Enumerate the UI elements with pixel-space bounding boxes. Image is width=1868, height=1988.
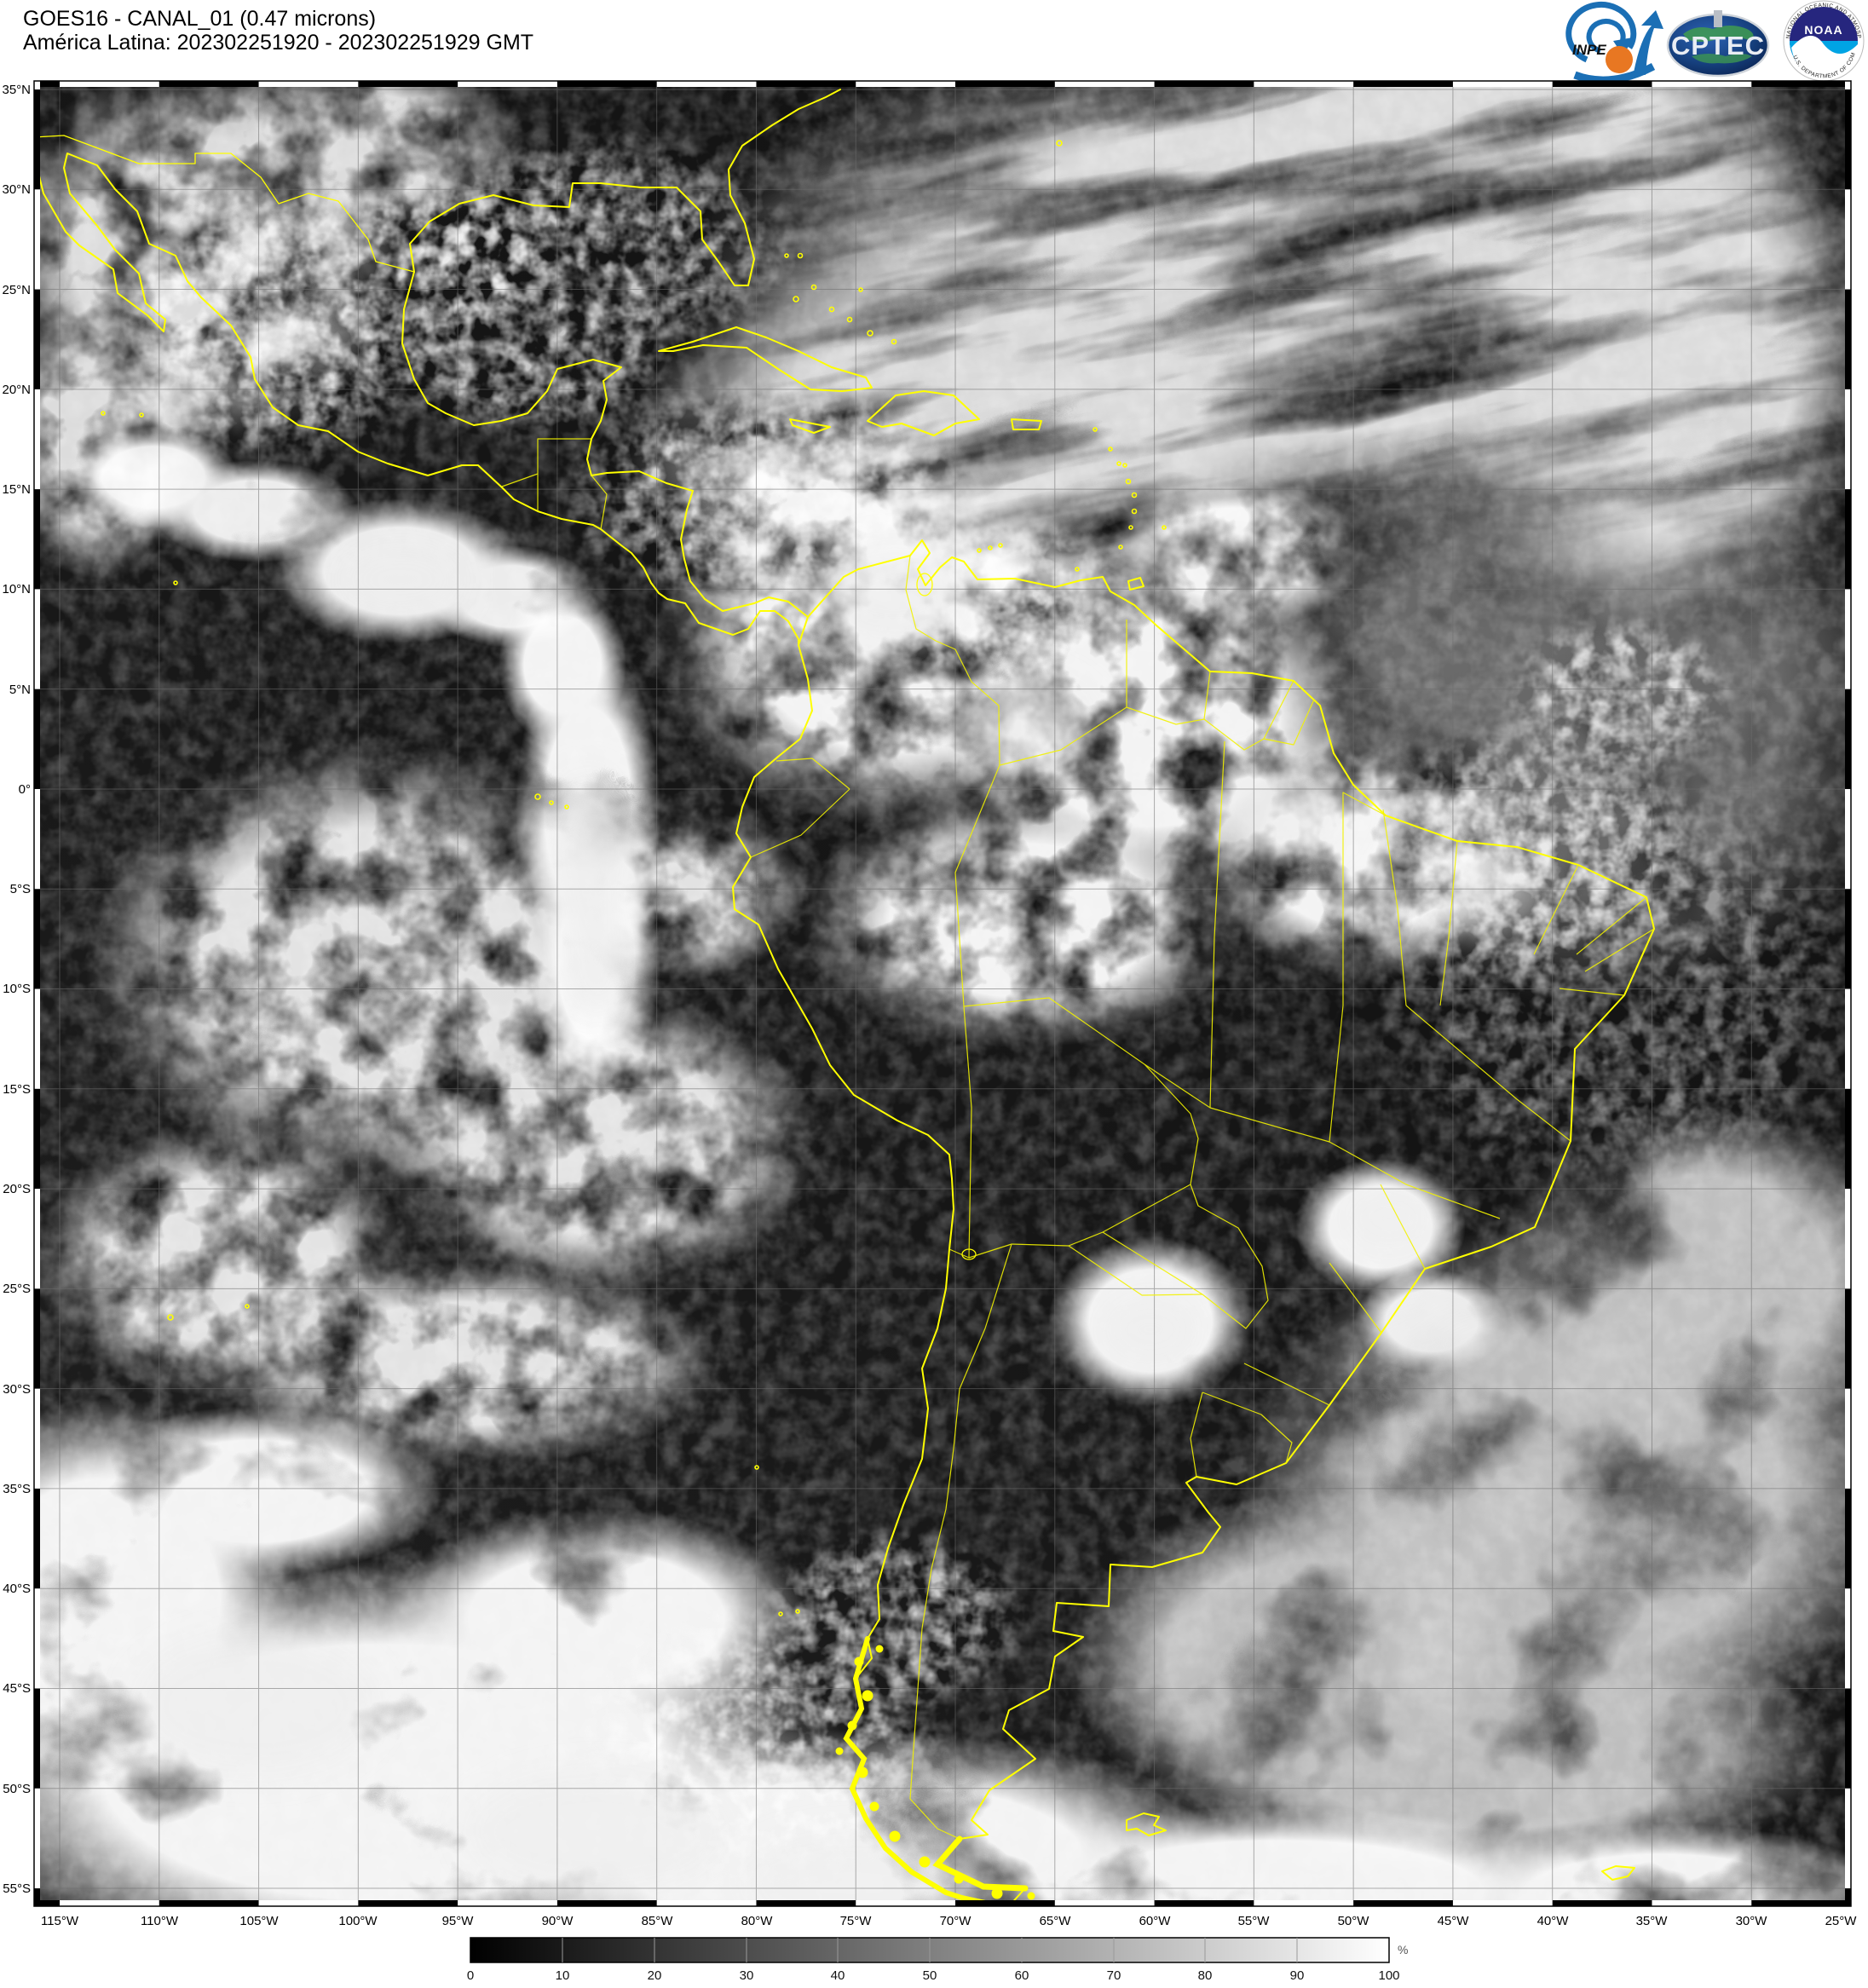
map-frame-outline [33, 80, 1852, 1907]
lat-tick-label: 30°S [3, 1382, 31, 1397]
lon-tick-label: 60°W [1139, 1914, 1172, 1928]
lon-tick-label: 85°W [642, 1914, 674, 1928]
lat-tick-label: 20°N [2, 383, 31, 397]
lon-tick-label: 105°W [239, 1914, 279, 1928]
colorbar-tick-label: 40 [831, 1968, 845, 1983]
lat-tick-label: 35°N [2, 83, 31, 97]
colorbar-tick-label: 90 [1290, 1968, 1305, 1983]
cuba-coastline [658, 326, 873, 392]
colorbar-unit-label: % [1398, 1943, 1408, 1956]
colorbar-tick-label: 0 [467, 1968, 474, 1983]
lon-tick-label: 25°W [1825, 1914, 1858, 1928]
lat-tick-label: 10°S [3, 982, 31, 996]
lat-tick-label: 30°N [2, 182, 31, 197]
lon-tick-label: 90°W [542, 1914, 574, 1928]
colorbar-tick-label: 10 [556, 1968, 570, 1983]
south-america-coastline [732, 539, 1655, 1906]
page-subtitle: América Latina: 202302251920 - 202302251… [23, 31, 533, 55]
lat-tick-label: 15°S [3, 1082, 31, 1097]
lon-tick-label: 45°W [1438, 1914, 1470, 1928]
lake-maracaibo [916, 573, 933, 596]
south-georgia-coastline [1601, 1865, 1635, 1881]
colorbar-dividers [562, 1938, 1298, 1962]
us-mexico-border [34, 135, 415, 273]
jamaica-coastline [789, 418, 831, 434]
colorbar-tick-label: 20 [648, 1968, 662, 1983]
lon-tick-label: 70°W [940, 1914, 972, 1928]
falklands-coastline [1126, 1812, 1167, 1836]
lon-tick-label: 80°W [741, 1914, 774, 1928]
colorbar-tick-label: 30 [740, 1968, 754, 1983]
mexico-pacific-baja-coastline [34, 153, 799, 646]
country-state-borders [501, 438, 1655, 1840]
lon-tick-label: 55°W [1238, 1914, 1271, 1928]
noaa-logo-label: NOAA [1804, 23, 1842, 37]
lat-tick-label: 0° [19, 782, 31, 797]
inpe-logo-icon: INPE [1565, 2, 1663, 84]
lat-tick-label: 50°S [3, 1782, 31, 1796]
lon-tick-label: 40°W [1537, 1914, 1570, 1928]
lat-tick-label: 55°S [3, 1881, 31, 1896]
lat-tick-label: 5°N [9, 683, 31, 697]
coastlines [34, 89, 1655, 1906]
map-frame-border [34, 81, 1852, 1906]
latitude-axis: 35°N 30°N 25°N 20°N 15°N 10°N 5°N 0° 5°S… [2, 83, 31, 1896]
lat-tick-label: 45°S [3, 1681, 31, 1696]
lat-tick-label: 10°N [2, 582, 31, 596]
longitude-axis: 115°W 110°W 105°W 100°W 95°W 90°W 85°W 8… [41, 1914, 1857, 1928]
lon-tick-label: 65°W [1040, 1914, 1072, 1928]
lon-tick-label: 75°W [840, 1914, 873, 1928]
page-title: GOES16 - CANAL_01 (0.47 microns) [23, 7, 376, 31]
cptec-logo-icon: CPTEC [1666, 10, 1770, 78]
colorbar-tick-label: 50 [923, 1968, 937, 1983]
lat-tick-label: 35°S [3, 1482, 31, 1496]
lon-tick-label: 100°W [338, 1914, 378, 1928]
colorbar-tick-label: 70 [1107, 1968, 1121, 1983]
puerto-rico-coastline [1011, 418, 1042, 430]
us-gulf-atlantic-coastline [409, 89, 841, 286]
lon-tick-label: 110°W [141, 1914, 179, 1928]
lon-tick-label: 115°W [41, 1914, 79, 1928]
lon-tick-label: 35°W [1636, 1914, 1669, 1928]
lon-tick-label: 30°W [1736, 1914, 1768, 1928]
colorbar: % 0 10 20 30 40 50 60 70 80 90 100 [467, 1937, 1408, 1983]
cptec-logo-label: CPTEC [1671, 31, 1765, 61]
header: GOES16 - CANAL_01 (0.47 microns) América… [23, 7, 533, 55]
lat-tick-label: 20°S [3, 1182, 31, 1196]
lat-tick-label: 25°S [3, 1282, 31, 1296]
colorbar-tick-label: 80 [1198, 1968, 1213, 1983]
trinidad-coastline [1127, 577, 1144, 591]
lat-tick-label: 15°N [2, 482, 31, 497]
lat-tick-label: 25°N [2, 283, 31, 297]
lat-tick-label: 5°S [10, 882, 31, 896]
lon-tick-label: 50°W [1338, 1914, 1370, 1928]
small-islands [101, 140, 1167, 1616]
hispaniola-coastline [867, 390, 980, 436]
colorbar-tick-label: 100 [1378, 1968, 1399, 1983]
lon-tick-label: 95°W [442, 1914, 475, 1928]
patagonia-fjords [835, 1636, 1035, 1906]
cloud-bright-cores [136, 545, 1542, 1906]
lat-tick-label: 40°S [3, 1582, 31, 1596]
colorbar-tick-label: 60 [1015, 1968, 1029, 1983]
inpe-logo-label: INPE [1572, 42, 1606, 58]
